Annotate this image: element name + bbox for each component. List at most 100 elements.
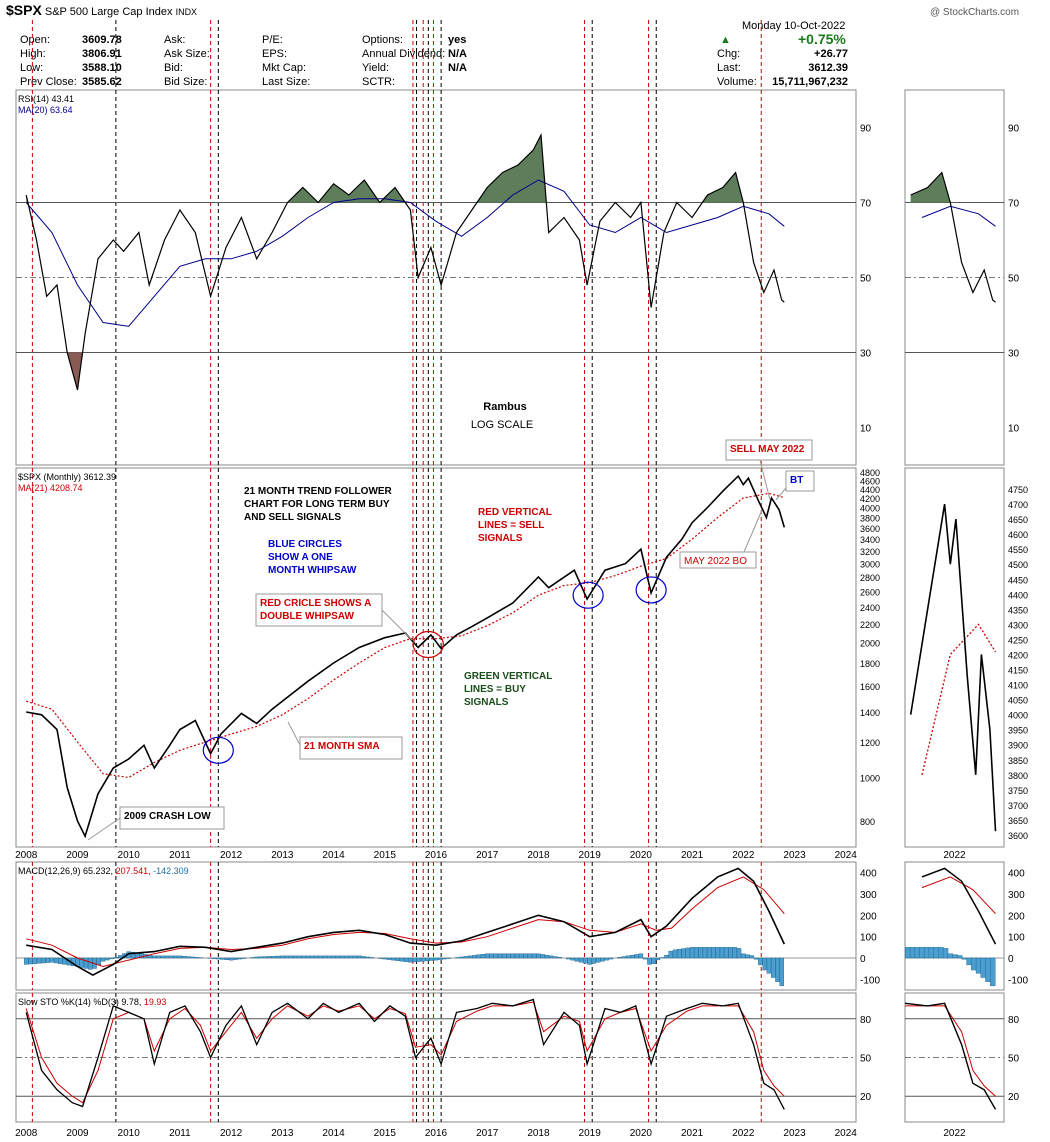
ql-value: 3585.62: [82, 76, 122, 88]
blue-circles-note: MONTH WHIPSAW: [268, 565, 357, 576]
macd-tick: 100: [860, 933, 877, 944]
macd-histogram-bar: [719, 947, 725, 959]
sto-k-line: [25, 998, 785, 1110]
sto-x-tick: 2014: [322, 1128, 345, 1139]
zoom-price-tick: 4000: [1008, 711, 1028, 721]
macd-histogram-bar: [485, 953, 490, 959]
macd-histogram-bar: [531, 953, 537, 959]
macd-histogram-bar: [698, 947, 703, 959]
macd-histogram-bar: [339, 955, 345, 959]
symbol-line: $SPX S&P 500 Large Cap Index INDX: [6, 3, 197, 19]
macd-histogram-bar: [711, 947, 716, 959]
macd-histogram-bar: [399, 957, 405, 962]
green-vertical-note: GREEN VERTICAL: [464, 671, 552, 682]
zoom-rsi-line: [910, 171, 996, 303]
zoom-macd-histogram-bar: [971, 957, 977, 971]
zoom-macd-line: [921, 867, 997, 945]
macd-histogram-bar: [36, 957, 42, 964]
macd-histogram-bar: [348, 955, 353, 959]
zoom-sto-tick: 50: [1008, 1054, 1020, 1065]
sto-x-tick: 2017: [476, 1128, 499, 1139]
macd-tick: 0: [860, 954, 866, 965]
crash-low-pointer: [87, 817, 121, 841]
sto-x-tick: 2023: [783, 1128, 806, 1139]
price-tick-label: 3000: [860, 560, 880, 570]
macd-histogram-bar: [694, 947, 699, 959]
macd-histogram-bar: [467, 955, 473, 959]
zoom-frame-macd: [904, 861, 1005, 991]
red-circle-pointer: [381, 609, 413, 641]
sto-x-tick: 2024: [835, 1128, 858, 1139]
price-x-tick: 2023: [783, 850, 806, 861]
zoom-price-tick: 3600: [1008, 831, 1028, 841]
macd-histogram-bar: [672, 949, 678, 959]
price-x-tick: 2021: [681, 850, 704, 861]
zoom-macd-histogram-bar: [905, 947, 911, 959]
rsi-tick-label: 50: [860, 274, 872, 285]
qm-label: Bid:: [164, 62, 183, 74]
sto-x-tick: 2015: [374, 1128, 397, 1139]
quote-date: Monday 10-Oct-2022: [742, 20, 846, 32]
macd-histogram-bar: [173, 955, 178, 959]
macd-histogram-bar: [117, 955, 123, 959]
price-tick-label: 4200: [860, 494, 880, 504]
zoom-price-tick: 4500: [1008, 560, 1028, 570]
trend-follower-note: CHART FOR LONG TERM BUY: [244, 499, 390, 510]
index-name: S&P 500 Large Cap Index: [44, 6, 173, 18]
macd-histogram-bar: [476, 954, 481, 959]
macd-histogram-bar: [753, 957, 759, 960]
zoom-price-tick: 4100: [1008, 681, 1028, 691]
macd-histogram-bar: [595, 957, 601, 963]
red-vertical-note: SIGNALS: [478, 533, 523, 544]
macd-histogram-bar: [420, 957, 426, 962]
macd-histogram-bar: [139, 953, 144, 959]
macd-histogram-bar: [647, 957, 652, 965]
macd-histogram-bar: [335, 955, 341, 959]
sto-x-tick: 2012: [220, 1128, 243, 1139]
zoom-x-label-bottom: 2022: [943, 1128, 966, 1139]
zoom-macd-signal: [921, 876, 996, 915]
macd-histogram-bar: [566, 957, 571, 960]
ql-label: Low:: [20, 62, 44, 74]
price-tick-label: 2400: [860, 603, 880, 613]
zoom-macd-histogram-bar: [947, 953, 953, 959]
macd-histogram-bar: [557, 957, 562, 959]
zoom-price-tick: 3750: [1008, 786, 1028, 796]
panel-frame-macd: [15, 861, 857, 991]
macd-tick: 200: [860, 911, 877, 922]
quote-right-label: Volume:: [717, 76, 757, 88]
price-tick-label: 3600: [860, 524, 880, 534]
trend-follower-note: AND SELL SIGNALS: [244, 512, 341, 523]
macd-histogram-bar: [689, 947, 695, 959]
macd-histogram-bar: [621, 956, 627, 959]
macd-histogram-bar: [706, 947, 712, 959]
macd-histogram-bar: [442, 957, 447, 960]
macd-histogram-bar: [301, 955, 306, 959]
price-ma-legend: MA(21) 4208.74: [18, 483, 83, 493]
macd-histogram-bar: [331, 955, 336, 959]
macd-histogram-bar: [664, 954, 669, 959]
qm-label: Bid Size:: [164, 76, 208, 88]
zoom-price-tick: 4600: [1008, 530, 1028, 540]
macd-histogram-bar: [250, 957, 255, 959]
sto-x-tick: 2016: [425, 1128, 448, 1139]
zoom-macd-tick: 0: [1008, 954, 1014, 965]
price-legend: $SPX (Monthly) 3612.39: [18, 472, 116, 482]
macd-histogram-bar: [540, 954, 545, 959]
zoom-macd-histogram-bar: [938, 947, 944, 959]
may-bo-pointer: [743, 509, 763, 553]
price-tick-label: 2600: [860, 587, 880, 597]
may-bo-callout-box: [679, 551, 757, 569]
whipsaw-circle: [572, 581, 604, 609]
price-tick-label: 2200: [860, 620, 880, 630]
macd-histogram-bar: [617, 957, 622, 959]
zoom-macd-tick: -100: [1008, 975, 1028, 986]
zoom-rsi-tick-label: 50: [1008, 274, 1020, 285]
macd-histogram-bar: [382, 957, 387, 960]
rsi-ma-line: [25, 179, 785, 327]
price-line: [26, 474, 786, 839]
price-x-tick: 2014: [322, 850, 345, 861]
quote-right-label: Chg:: [717, 48, 741, 60]
price-tick-label: 1400: [860, 708, 880, 718]
